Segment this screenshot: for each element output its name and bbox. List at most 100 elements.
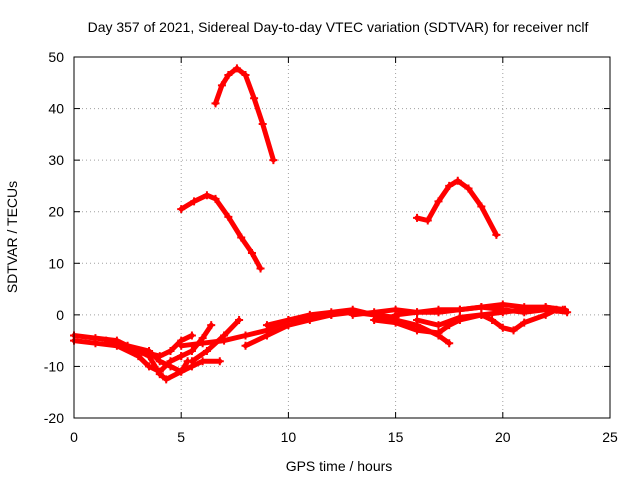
series-low-13 [348, 303, 572, 319]
data-point [177, 341, 186, 350]
data-point [202, 191, 211, 200]
data-point [262, 331, 271, 340]
data-point [477, 202, 486, 211]
data-point [166, 346, 175, 355]
data-point [492, 230, 501, 239]
series-low-4 [134, 346, 192, 384]
data-point [391, 318, 400, 327]
y-tick-label: -10 [44, 358, 64, 374]
data-point [520, 308, 529, 317]
data-point [162, 375, 171, 384]
data-point [455, 313, 464, 322]
x-tick-label: 15 [388, 429, 404, 445]
data-point [241, 341, 250, 350]
data-point [434, 328, 443, 337]
data-point [477, 303, 486, 312]
chart-title: Day 357 of 2021, Sidereal Day-to-day VTE… [88, 19, 589, 35]
data-point [235, 316, 244, 325]
series-trace [414, 307, 559, 333]
data-point [102, 336, 111, 345]
series-trace [414, 178, 499, 238]
y-tick-label: 50 [48, 49, 64, 65]
data-point [224, 71, 233, 80]
data-point [134, 346, 143, 355]
x-axis-label: GPS time / hours [286, 458, 393, 474]
data-point [434, 197, 443, 206]
data-point [541, 305, 550, 314]
data-point [237, 233, 246, 242]
data-point [269, 156, 278, 165]
data-series [70, 64, 572, 384]
x-tick-label: 0 [70, 429, 78, 445]
data-point [91, 334, 100, 343]
y-axis-label: SDTVAR / TECUs [4, 181, 20, 293]
data-point [563, 308, 572, 317]
data-point [241, 71, 250, 80]
data-point [256, 264, 265, 273]
data-point [187, 357, 196, 366]
data-point [202, 346, 211, 355]
data-point [177, 352, 186, 361]
y-tick-label: 30 [48, 152, 64, 168]
x-tick-label: 20 [495, 429, 511, 445]
series-arc-3 [413, 176, 501, 239]
x-tick-label: 25 [602, 429, 618, 445]
data-point [190, 197, 199, 206]
data-point [177, 205, 186, 214]
x-tick-label: 10 [281, 429, 297, 445]
data-point [348, 310, 357, 319]
data-point [391, 305, 400, 314]
data-point [520, 318, 529, 327]
data-point [498, 323, 507, 332]
data-point [464, 184, 473, 193]
data-point [211, 194, 220, 203]
data-point [488, 316, 497, 325]
y-tick-label: 20 [48, 204, 64, 220]
data-point [453, 176, 462, 185]
data-point [262, 321, 271, 330]
data-point [166, 362, 175, 371]
data-point [224, 212, 233, 221]
data-point [177, 367, 186, 376]
data-point [258, 120, 267, 129]
plot-frame [73, 56, 611, 419]
data-point [217, 81, 226, 90]
data-point [207, 321, 216, 330]
data-point [477, 310, 486, 319]
data-point [413, 316, 422, 325]
data-point [232, 64, 241, 73]
axis-ticks: 0 5 10 15 20 25 -20 -10 0 10 20 30 40 50 [44, 49, 618, 445]
data-point [445, 181, 454, 190]
data-point [434, 308, 443, 317]
data-point [498, 305, 507, 314]
data-point [145, 352, 154, 361]
data-point [370, 316, 379, 325]
data-point [215, 357, 224, 366]
data-point [241, 331, 250, 340]
data-point [284, 316, 293, 325]
data-point [187, 346, 196, 355]
y-tick-label: 0 [56, 307, 64, 323]
y-tick-label: 10 [48, 255, 64, 271]
y-tick-label: 40 [48, 101, 64, 117]
data-point [370, 308, 379, 317]
series-trace [178, 192, 263, 271]
data-point [434, 321, 443, 330]
data-point [445, 339, 454, 348]
data-point [155, 370, 164, 379]
series-trace [213, 65, 276, 163]
data-point [123, 341, 132, 350]
data-point [198, 357, 207, 366]
data-point [187, 331, 196, 340]
data-point [220, 336, 229, 345]
series-arc-2 [177, 191, 265, 273]
data-point [211, 99, 220, 108]
data-point [413, 308, 422, 317]
data-point [413, 326, 422, 335]
data-point [145, 362, 154, 371]
data-point [509, 326, 518, 335]
data-point [455, 305, 464, 314]
data-point [247, 248, 256, 257]
data-point [250, 94, 259, 103]
